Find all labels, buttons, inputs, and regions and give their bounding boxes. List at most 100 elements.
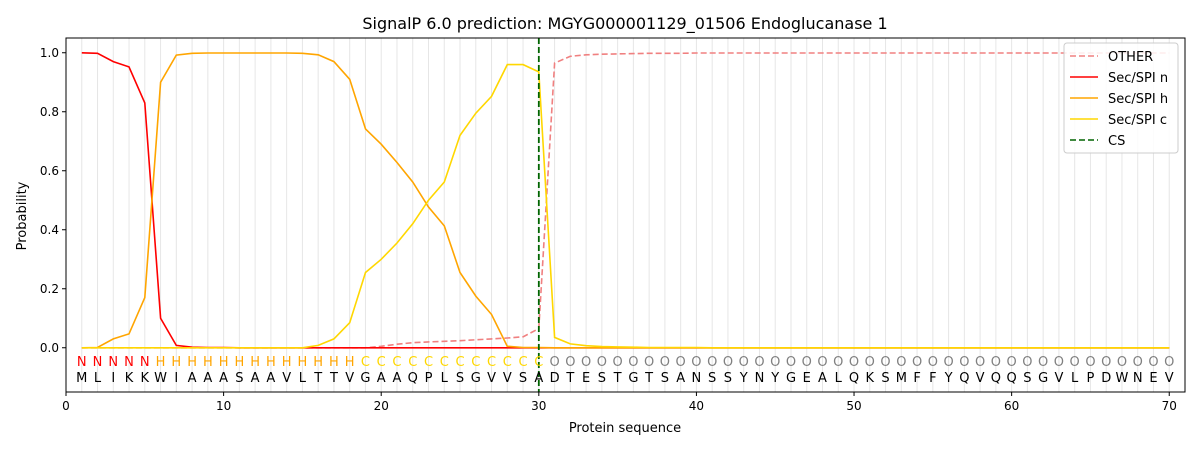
- residue-label: A: [818, 371, 827, 386]
- region-label: O: [1085, 355, 1095, 370]
- residue-label: V: [345, 371, 354, 386]
- region-label: C: [503, 355, 512, 370]
- series-line-sec-spi-c: [81, 63, 1170, 349]
- legend-label: Sec/SPI n: [1108, 71, 1168, 86]
- residue-label: S: [1023, 371, 1031, 386]
- region-label: O: [565, 355, 575, 370]
- region-label: C: [361, 355, 370, 370]
- residue-label: T: [613, 371, 622, 386]
- residue-label: A: [377, 371, 386, 386]
- region-label: H: [313, 355, 323, 370]
- residue-label: I: [111, 371, 115, 386]
- region-label: N: [93, 355, 103, 370]
- x-tick-label: 20: [374, 399, 389, 413]
- y-tick-label: 1.0: [40, 46, 59, 60]
- residue-label: Q: [991, 371, 1001, 386]
- region-label: N: [77, 355, 87, 370]
- region-label: O: [660, 355, 670, 370]
- region-label: O: [1133, 355, 1143, 370]
- residue-label: L: [94, 371, 102, 386]
- residue-label: T: [313, 371, 322, 386]
- residue-label: L: [835, 371, 843, 386]
- residue-label: D: [550, 371, 560, 386]
- region-label: H: [250, 355, 260, 370]
- region-label: O: [912, 355, 922, 370]
- legend-label: CS: [1108, 134, 1125, 149]
- x-tick-label: 60: [1004, 399, 1019, 413]
- residue-label: W: [154, 371, 167, 386]
- residue-label: A: [676, 371, 685, 386]
- region-label: O: [865, 355, 875, 370]
- region-label: C: [487, 355, 496, 370]
- region-label: O: [1164, 355, 1174, 370]
- residue-label: Q: [1007, 371, 1017, 386]
- x-tick-label: 40: [689, 399, 704, 413]
- region-label: O: [817, 355, 827, 370]
- residue-label: L: [1071, 371, 1079, 386]
- legend-label: OTHER: [1108, 50, 1153, 65]
- region-label: O: [880, 355, 890, 370]
- residue-label: S: [708, 371, 716, 386]
- residue-label: G: [360, 371, 370, 386]
- residue-label: W: [1116, 371, 1129, 386]
- region-label: C: [408, 355, 417, 370]
- residue-label: A: [203, 371, 212, 386]
- y-tick-label: 0.6: [40, 164, 59, 178]
- region-label: C: [440, 355, 449, 370]
- region-label: O: [1117, 355, 1127, 370]
- axes-layer: 0 10 20 30 40 50 60 70 0.0 0.2 0.4 0.6 0.8 1.0: [40, 37, 1186, 413]
- region-label: O: [786, 355, 796, 370]
- region-label: H: [187, 355, 197, 370]
- region-label: C: [471, 355, 480, 370]
- residue-label: Y: [770, 371, 779, 386]
- residue-label: K: [866, 371, 875, 386]
- region-label: H: [203, 355, 213, 370]
- region-label: O: [739, 355, 749, 370]
- region-label: H: [171, 355, 181, 370]
- y-tick-label: 0.2: [40, 282, 59, 296]
- residue-label: D: [1101, 371, 1111, 386]
- x-tick-label: 10: [216, 399, 231, 413]
- y-axis-label: Probability: [15, 181, 30, 250]
- residue-label: S: [661, 371, 669, 386]
- residue-label: E: [582, 371, 590, 386]
- region-label: O: [1070, 355, 1080, 370]
- residue-label: G: [1038, 371, 1048, 386]
- region-label: H: [219, 355, 229, 370]
- region-label: N: [108, 355, 118, 370]
- residue-label: V: [1165, 371, 1174, 386]
- region-label: O: [676, 355, 686, 370]
- residue-label: M: [76, 371, 87, 386]
- residue-label: A: [251, 371, 260, 386]
- residue-label: Q: [959, 371, 969, 386]
- x-axis-label: Protein sequence: [569, 421, 681, 436]
- region-label: O: [802, 355, 812, 370]
- residue-label: E: [1149, 371, 1157, 386]
- region-label: O: [581, 355, 591, 370]
- chart-title: SignalP 6.0 prediction: MGYG000001129_01…: [362, 14, 887, 34]
- residue-label: Q: [849, 371, 859, 386]
- y-tick-label: 0.4: [40, 223, 59, 237]
- region-label: O: [928, 355, 938, 370]
- residue-label: G: [471, 371, 481, 386]
- region-label: O: [691, 355, 701, 370]
- residue-label: L: [299, 371, 307, 386]
- region-label: O: [1022, 355, 1032, 370]
- residue-label: S: [456, 371, 464, 386]
- region-label: H: [266, 355, 276, 370]
- region-label: O: [549, 355, 559, 370]
- residue-label: T: [329, 371, 338, 386]
- region-label: O: [754, 355, 764, 370]
- region-label: O: [833, 355, 843, 370]
- residue-label: A: [266, 371, 275, 386]
- residue-label: N: [1133, 371, 1143, 386]
- residue-label: A: [219, 371, 228, 386]
- residue-label: Y: [739, 371, 748, 386]
- region-label: H: [345, 355, 355, 370]
- legend-label: Sec/SPI h: [1108, 92, 1168, 107]
- residue-label: T: [644, 371, 653, 386]
- series-layer: [81, 38, 1170, 392]
- residue-label: E: [803, 371, 811, 386]
